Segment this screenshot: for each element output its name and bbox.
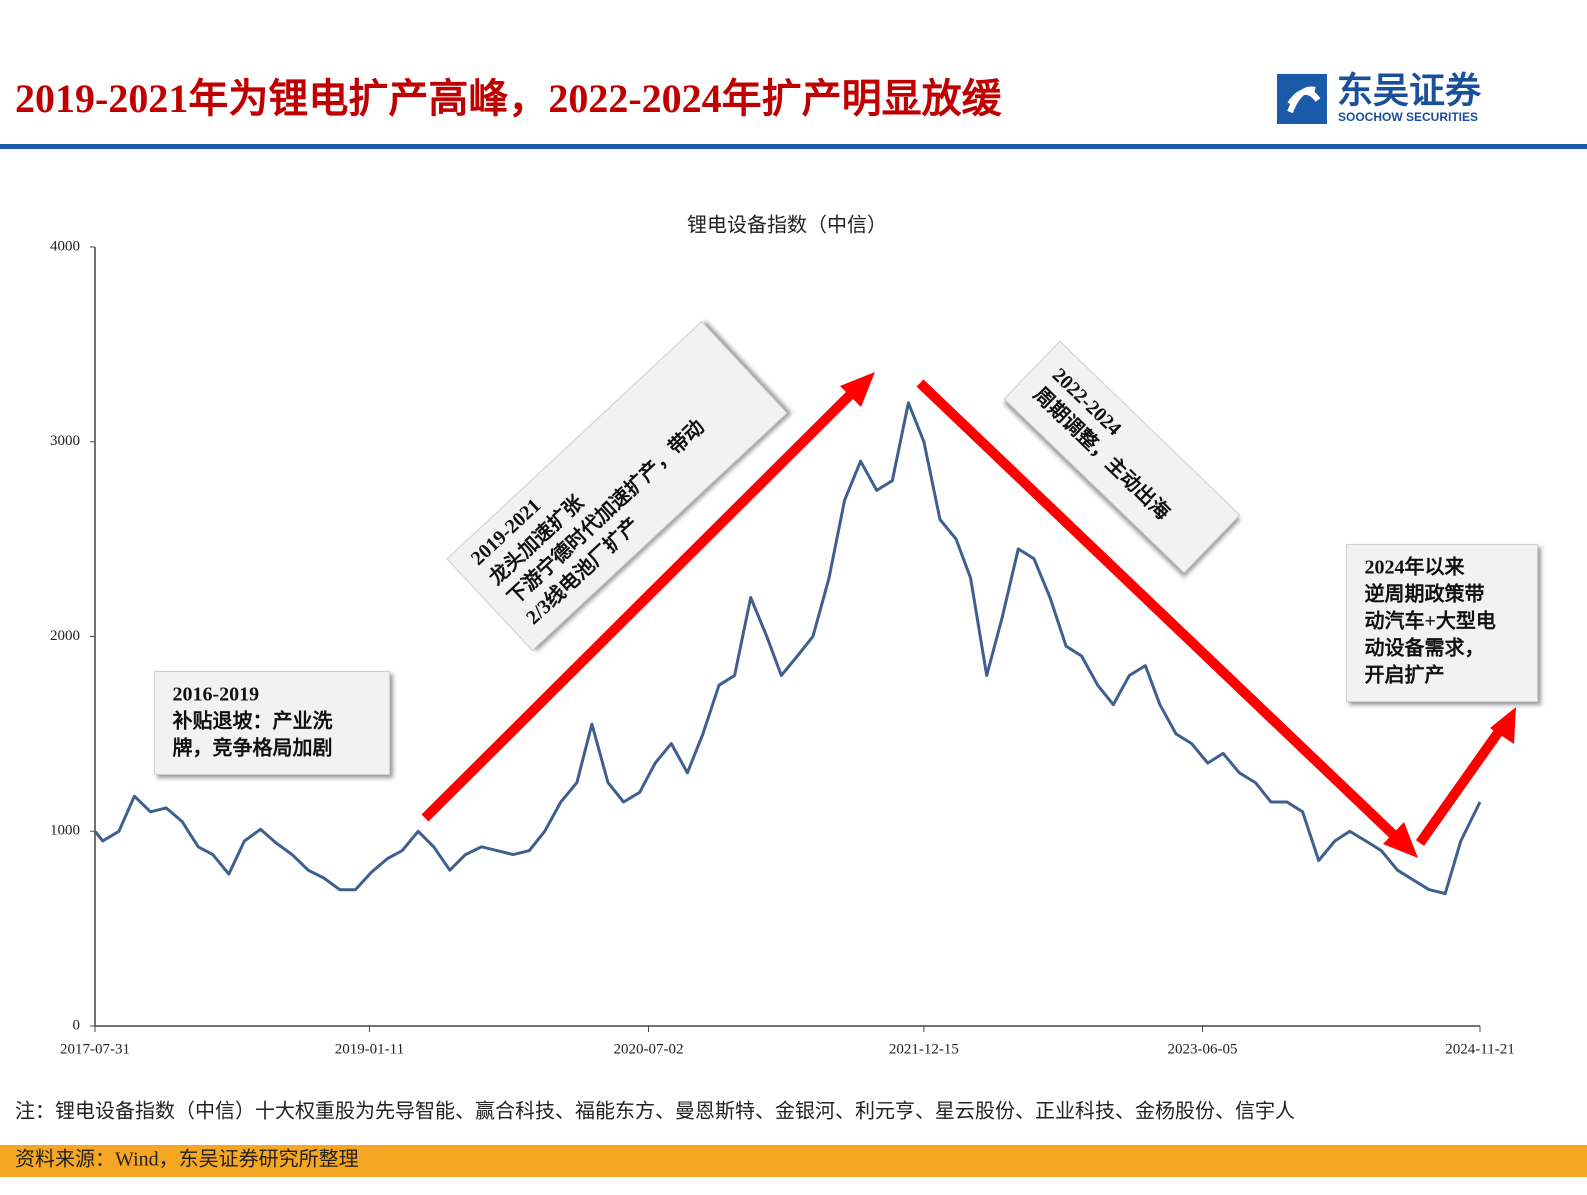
- annotation-box: [1003, 340, 1241, 574]
- index-line: [93, 401, 1482, 896]
- logo-swirl: [1287, 86, 1321, 114]
- logo-cn: 东吴证券: [1337, 70, 1482, 110]
- y-tick-label: 4000: [50, 238, 80, 254]
- y-tick-label: 1000: [50, 823, 80, 839]
- annotation-text: 逆周期政策带: [1365, 582, 1485, 606]
- y-tick-label: 0: [73, 1017, 81, 1033]
- footer-bar: [0, 1145, 1587, 1177]
- header-rule: [0, 144, 1587, 149]
- x-tick-label: 2019-01-11: [335, 1041, 404, 1057]
- annotation-text: 动设备需求，: [1365, 636, 1485, 660]
- arrow-down: [916, 379, 1404, 845]
- source: 资料来源：Wind，东吴证券研究所整理: [15, 1148, 359, 1171]
- y-tick-label: 2000: [50, 628, 80, 644]
- arrowhead: [840, 372, 875, 407]
- annotation-text: 2016-2019: [173, 684, 260, 706]
- arrow-up: [421, 386, 859, 822]
- annotation-box: [1346, 544, 1538, 702]
- arrowhead: [1490, 707, 1516, 744]
- x-tick-label: 2024-11-21: [1445, 1041, 1514, 1057]
- chart-title: 锂电设备指数（中信）: [687, 214, 887, 237]
- annotation-text: 补贴退坡：产业洗: [172, 709, 333, 733]
- page-title: 2019-2021年为锂电扩产高峰，2022-2024年扩产明显放缓: [15, 76, 1003, 121]
- annotation-text: 动汽车+大型电: [1365, 609, 1496, 633]
- x-tick-label: 2021-12-15: [889, 1041, 959, 1057]
- y-tick-label: 3000: [50, 433, 80, 449]
- logo-mark: [1277, 74, 1327, 124]
- annotation-box: [154, 671, 390, 775]
- arrows: [421, 372, 1516, 858]
- arrow-up: [1415, 724, 1507, 846]
- annotation-text: 2024年以来: [1365, 555, 1466, 579]
- x-tick-label: 2023-06-05: [1167, 1041, 1237, 1057]
- annotation-box: [446, 320, 788, 652]
- annotation-text: 开启扩产: [1365, 663, 1445, 687]
- x-tick-label: 2017-07-31: [60, 1041, 130, 1057]
- arrowhead: [1383, 822, 1418, 858]
- annotation-text: 牌，竞争格局加剧: [173, 736, 333, 760]
- logo: 东吴证券 SOOCHOW SECURITIES: [1277, 70, 1482, 124]
- logo-en: SOOCHOW SECURITIES: [1338, 110, 1478, 124]
- x-tick-label: 2020-07-02: [613, 1041, 683, 1057]
- note: 注：锂电设备指数（中信）十大权重股为先导智能、赢合科技、福能东方、曼恩斯特、金银…: [15, 1100, 1295, 1123]
